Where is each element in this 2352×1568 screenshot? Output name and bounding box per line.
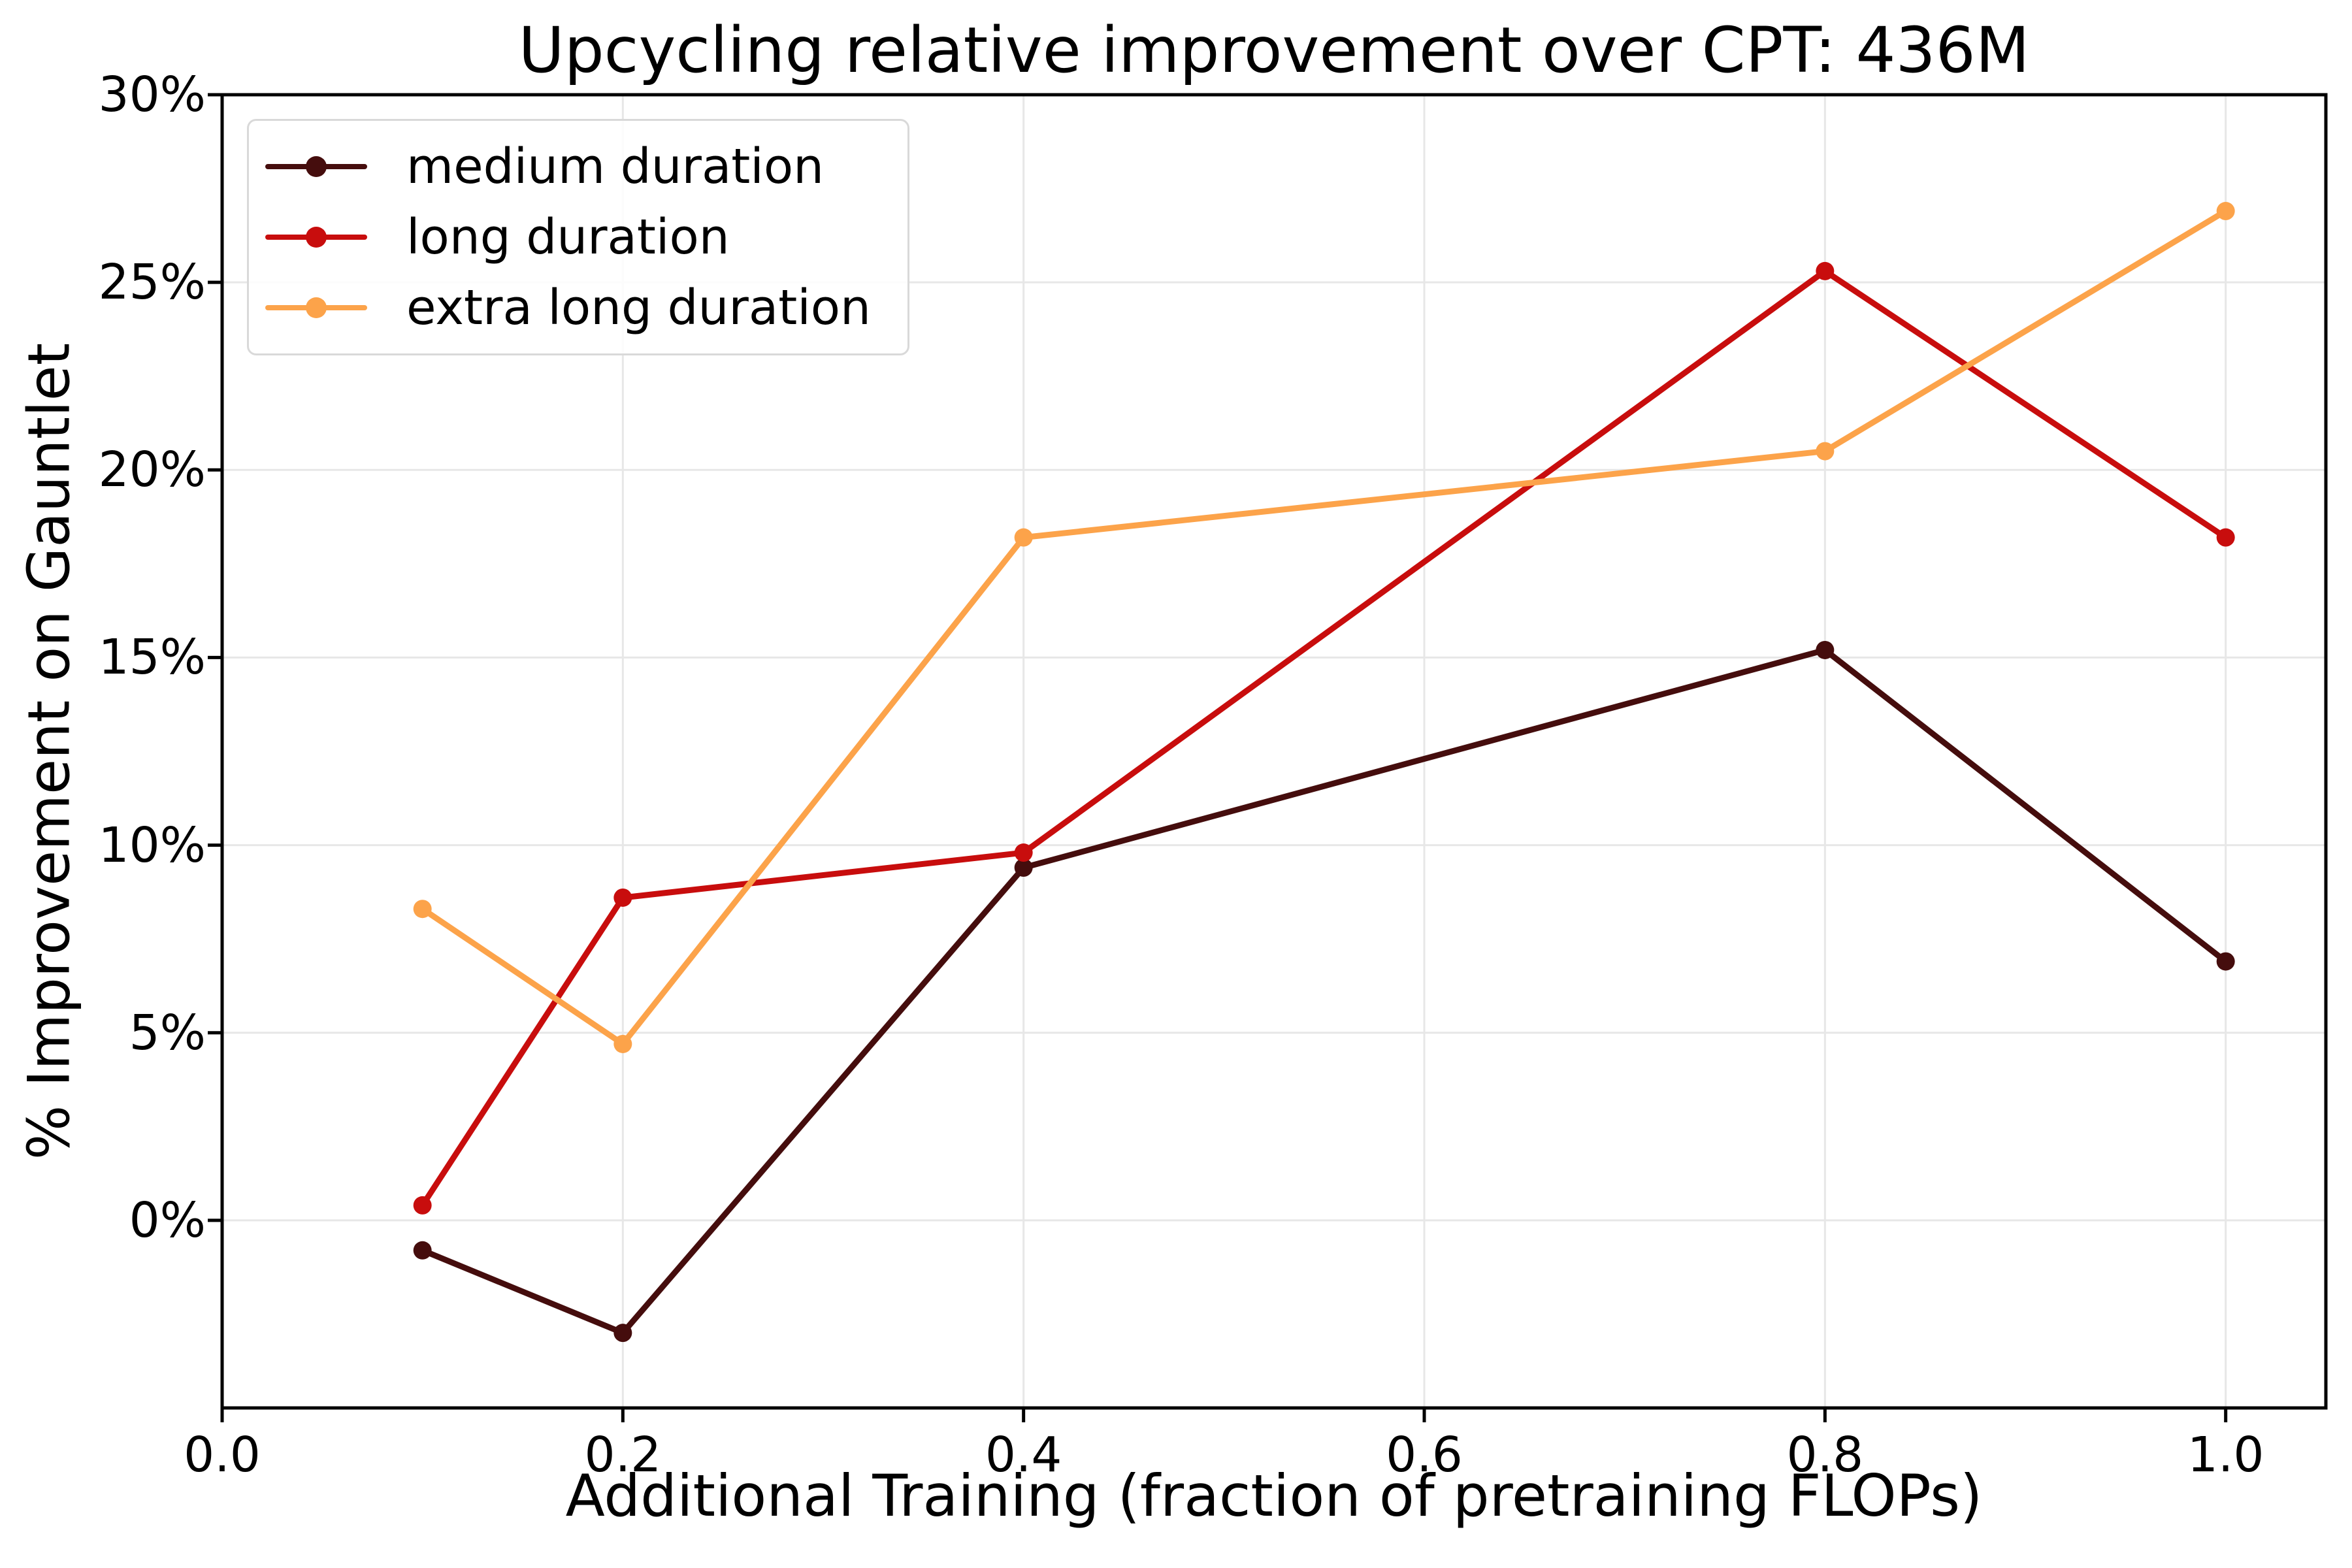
series-point-extra-long-duration (1816, 442, 1835, 461)
legend-entry: extra long duration (265, 272, 871, 343)
x-axis-label: Additional Training (fraction of pretrai… (565, 1462, 1983, 1529)
chart-title: Upcycling relative improvement over CPT:… (518, 14, 2030, 87)
series-point-extra-long-duration (1014, 528, 1033, 547)
legend: medium duration long duration extra long d… (247, 119, 909, 355)
series-point-medium-duration (613, 1324, 632, 1343)
y-tick-label: 10% (98, 817, 206, 874)
legend-line-marker-icon (265, 155, 367, 178)
legend-label: extra long duration (406, 280, 871, 336)
legend-label: long duration (406, 209, 730, 265)
y-tick-label: 20% (98, 442, 206, 498)
x-tick-label: 0.0 (184, 1427, 261, 1483)
legend-entry: medium duration (265, 131, 871, 202)
series-line-long-duration (419, 268, 2229, 1209)
y-tick-label: 25% (98, 254, 206, 311)
y-tick-label: 15% (98, 629, 206, 686)
series-point-long-duration (613, 888, 632, 907)
series-point-long-duration (1014, 843, 1033, 862)
legend-label: medium duration (406, 139, 825, 195)
series-point-long-duration (2216, 528, 2235, 547)
axes-spines (220, 93, 2328, 1410)
series-point-long-duration (1816, 261, 1835, 280)
series-point-long-duration (413, 1196, 432, 1215)
legend-entry: long duration (265, 202, 871, 272)
series-point-medium-duration (413, 1241, 432, 1260)
series-point-medium-duration (1014, 858, 1033, 877)
legend-line-marker-icon (265, 297, 367, 319)
x-tick-label: 0.8 (1786, 1427, 1864, 1483)
series-point-extra-long-duration (2216, 202, 2235, 221)
y-tick-label: 5% (129, 1004, 206, 1061)
series-point-extra-long-duration (613, 1034, 632, 1053)
y-tick-label: 30% (98, 67, 206, 123)
y-tick-label: 0% (129, 1192, 206, 1249)
series-point-extra-long-duration (413, 900, 432, 919)
x-tick-label: 0.6 (1386, 1427, 1463, 1483)
series-point-medium-duration (2216, 952, 2235, 971)
legend-line-marker-icon (265, 226, 367, 248)
series-line-medium-duration (419, 647, 2229, 1336)
series-point-medium-duration (1816, 640, 1835, 659)
x-tick-label: 1.0 (2187, 1427, 2264, 1483)
x-tick-label: 0.4 (985, 1427, 1062, 1483)
x-tick-label: 0.2 (584, 1427, 662, 1483)
